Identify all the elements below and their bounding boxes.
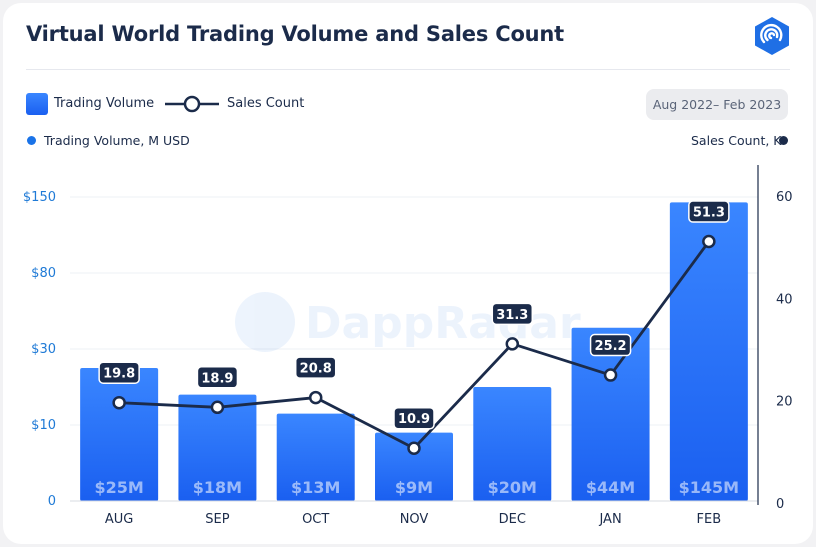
- sales-count-label: 31.3: [496, 308, 528, 323]
- date-range-pill[interactable]: Aug 2022– Feb 2023: [646, 89, 788, 120]
- bar-value-label: $9M: [395, 478, 433, 497]
- sales-count-point[interactable]: [505, 337, 520, 351]
- dappradar-logo-icon[interactable]: [752, 16, 792, 56]
- x-tick-label: NOV: [400, 512, 429, 527]
- sales-count-label-bg: [491, 302, 534, 326]
- sales-count-point[interactable]: [407, 441, 421, 455]
- x-tick-label: AUG: [105, 512, 133, 527]
- left-tick-label: $150: [23, 190, 56, 205]
- sales-count-point[interactable]: [112, 395, 126, 410]
- bar-value-label: $145M: [679, 478, 739, 497]
- bar-dec[interactable]: [473, 387, 552, 501]
- right-axis-dot: [779, 136, 788, 145]
- sales-count-point[interactable]: [603, 368, 618, 382]
- sales-count-label-bg: [589, 333, 632, 357]
- sales-count-label: 20.8: [300, 362, 332, 377]
- watermark: DappRadar: [235, 292, 581, 352]
- left-axis-dot: [27, 136, 36, 145]
- right-tick-label: 40: [776, 292, 793, 307]
- right-tick-label: 60: [776, 190, 793, 205]
- legend-line-label: Sales Count: [227, 96, 305, 111]
- watermark-text: DappRadar: [305, 298, 581, 349]
- header-divider: [26, 69, 790, 70]
- bar-aug[interactable]: [80, 368, 159, 501]
- bar-value-label: $25M: [94, 478, 143, 497]
- sales-count-label: 18.9: [201, 371, 233, 386]
- right-tick-label: 0: [776, 497, 784, 512]
- bar-oct[interactable]: [276, 413, 355, 501]
- left-axis-unit: Trading Volume, M USD: [44, 133, 190, 148]
- sales-count-label: 51.3: [693, 206, 725, 221]
- x-tick-label: JAN: [598, 512, 621, 527]
- sales-count-label-bg: [196, 366, 239, 389]
- x-tick-label: FEB: [697, 512, 722, 527]
- page-title: Virtual World Trading Volume and Sales C…: [26, 22, 565, 46]
- left-tick-label: $30: [31, 342, 56, 357]
- x-tick-label: SEP: [205, 512, 229, 527]
- watermark-icon: [235, 292, 295, 352]
- sales-count-label: 10.9: [398, 412, 430, 427]
- bar-nov[interactable]: [375, 432, 453, 501]
- x-tick-label: DEC: [499, 512, 526, 527]
- sales-count-label-bg: [294, 356, 337, 379]
- bar-sep[interactable]: [178, 394, 257, 501]
- sales-count-label: 19.8: [103, 367, 135, 382]
- sales-count-label: 25.2: [595, 339, 627, 354]
- left-tick-label: 0: [48, 494, 56, 509]
- left-tick-label: $80: [31, 266, 56, 281]
- bar-jan[interactable]: [571, 327, 650, 501]
- sales-count-label-bg: [98, 361, 140, 384]
- right-tick-label: 20: [776, 395, 793, 410]
- sales-count-label-bg: [393, 406, 435, 430]
- legend-bar-label: Trading Volume: [54, 96, 155, 111]
- sales-count-point[interactable]: [702, 234, 716, 249]
- legend-bar-swatch: [26, 93, 48, 115]
- bar-value-label: $13M: [291, 478, 340, 497]
- bar-value-label: $20M: [488, 478, 537, 497]
- sales-count-point[interactable]: [210, 400, 225, 415]
- legend-line-icon: [165, 95, 219, 113]
- left-tick-label: $10: [31, 418, 56, 433]
- bar-feb[interactable]: [669, 202, 748, 501]
- bar-value-label: $44M: [586, 478, 635, 497]
- sales-count-label-bg: [688, 200, 730, 223]
- sales-count-point[interactable]: [308, 390, 323, 405]
- x-tick-label: OCT: [302, 512, 329, 527]
- right-axis-unit: Sales Count, K: [691, 133, 782, 148]
- bar-value-label: $18M: [193, 478, 242, 497]
